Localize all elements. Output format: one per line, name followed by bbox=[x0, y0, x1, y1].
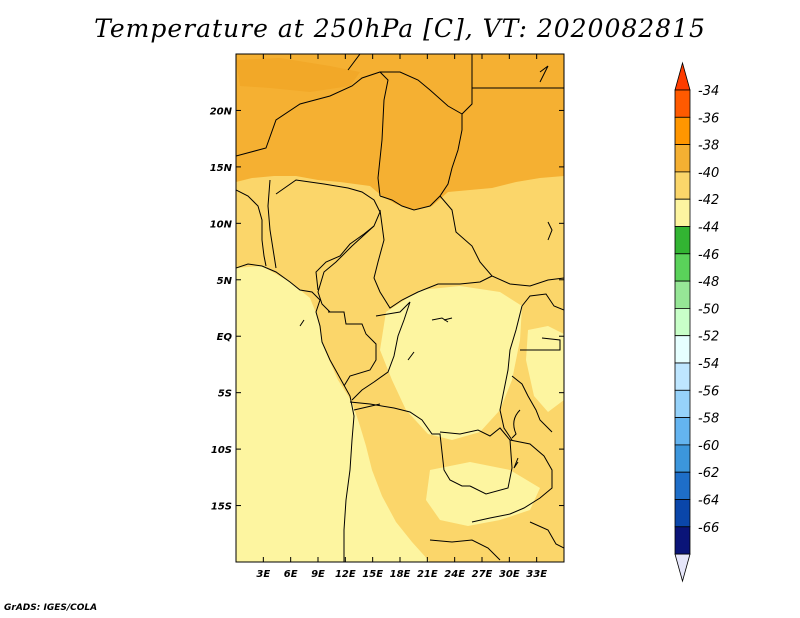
colorbar-label: -58 bbox=[698, 412, 719, 427]
colorbar-label: -44 bbox=[698, 221, 719, 236]
colorbar-label: -38 bbox=[698, 139, 719, 154]
colorbar-swatch bbox=[674, 171, 691, 200]
coastlines-and-borders bbox=[236, 54, 564, 562]
colorbar-label: -42 bbox=[698, 193, 719, 208]
colorbar-swatch bbox=[674, 116, 691, 146]
colorbar-label: -56 bbox=[698, 384, 719, 399]
colorbar-swatch bbox=[674, 253, 691, 282]
colorbar-swatch bbox=[674, 499, 691, 528]
colorbar-swatch bbox=[674, 226, 691, 255]
colorbar-label: -52 bbox=[698, 330, 719, 345]
lat-tick-label: 15N bbox=[210, 163, 233, 174]
band-minus-42-west bbox=[236, 266, 430, 562]
colorbar: -34 -36 -38 -40 -42 -44 -46 -48 -50 -52 -54 -56 -58 -… bbox=[674, 61, 719, 583]
colorbar-swatch bbox=[674, 280, 691, 309]
temperature-field bbox=[236, 54, 564, 562]
lat-tick-label: 10S bbox=[211, 445, 232, 456]
colorbar-swatch bbox=[674, 471, 691, 500]
band-minus-36 bbox=[236, 58, 360, 92]
colorbar-label: -36 bbox=[698, 111, 719, 126]
lon-tick-label: 9E bbox=[311, 569, 325, 580]
lat-tick-label: 20N bbox=[210, 106, 233, 117]
colorbar-label: -54 bbox=[698, 357, 719, 372]
colorbar-swatch bbox=[674, 89, 691, 118]
colorbar-bottom-triangle bbox=[674, 553, 691, 583]
colorbar-swatch bbox=[674, 389, 691, 418]
colorbar-swatch bbox=[674, 362, 691, 391]
lon-tick-label: 15E bbox=[362, 569, 383, 580]
lon-tick-label: 12E bbox=[335, 569, 356, 580]
band-minus-38 bbox=[236, 54, 564, 210]
band-minus-42-angola bbox=[426, 462, 540, 526]
colorbar-swatch bbox=[674, 444, 691, 473]
lon-tick-label: 18E bbox=[390, 569, 411, 580]
colorbar-swatch bbox=[674, 307, 691, 337]
colorbar-label: -50 bbox=[698, 302, 719, 317]
colorbar-top-triangle bbox=[674, 61, 691, 91]
colorbar-swatch bbox=[674, 417, 691, 446]
lon-tick-label: 24E bbox=[444, 569, 465, 580]
lon-tick-label: 21E bbox=[417, 569, 438, 580]
colorbar-swatch bbox=[674, 526, 691, 555]
lon-tick-label: 27E bbox=[472, 569, 493, 580]
colorbar-label: -46 bbox=[698, 248, 719, 263]
lat-tick-label: 15S bbox=[211, 502, 232, 513]
colorbar-swatch bbox=[674, 335, 691, 364]
colorbar-swatch bbox=[674, 198, 691, 227]
lon-tick-label: 30E bbox=[499, 569, 520, 580]
band-minus-42-east bbox=[526, 326, 564, 412]
lat-tick-label: 5N bbox=[217, 276, 233, 287]
colorbar-label: -34 bbox=[698, 84, 719, 99]
lon-tick-label: 33E bbox=[526, 569, 547, 580]
colorbar-label: -40 bbox=[698, 166, 719, 181]
colorbar-swatch bbox=[674, 144, 691, 173]
colorbar-label: -66 bbox=[698, 521, 719, 536]
colorbar-label: -62 bbox=[698, 466, 719, 481]
grads-credit: GrADS: IGES/COLA bbox=[4, 603, 98, 613]
band-minus-42-congo bbox=[380, 286, 522, 440]
colorbar-label: -60 bbox=[698, 439, 719, 454]
lon-tick-label: 3E bbox=[256, 569, 270, 580]
colorbar-label: -64 bbox=[698, 494, 719, 509]
map-title: Temperature at 250hPa [C], VT: 202008281… bbox=[94, 14, 706, 43]
colorbar-label: -48 bbox=[698, 275, 719, 290]
lat-tick-label: 10N bbox=[210, 219, 233, 230]
lat-tick-label: EQ bbox=[217, 332, 233, 343]
lat-tick-label: 5S bbox=[218, 389, 232, 400]
latitude-axis: 20N 15N 10N 5N EQ 5S 10S 15S bbox=[210, 106, 564, 513]
longitude-axis: 3E 6E 9E 12E 15E 18E 21E 24E 27E 30E 33E bbox=[256, 54, 547, 580]
lon-tick-label: 6E bbox=[284, 569, 298, 580]
